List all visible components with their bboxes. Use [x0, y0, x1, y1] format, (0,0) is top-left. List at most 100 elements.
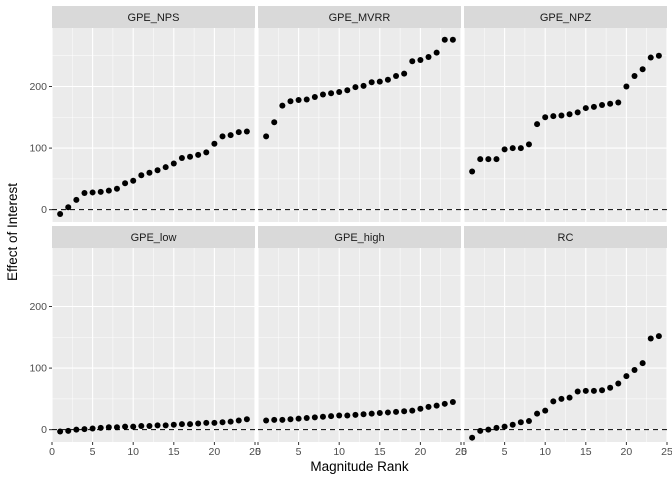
data-point [57, 428, 64, 435]
data-point [227, 132, 234, 139]
data-point [65, 204, 72, 211]
x-tick-label: 0 [255, 446, 261, 458]
data-point [607, 100, 614, 107]
data-point [122, 423, 129, 430]
data-point [631, 366, 638, 373]
data-point [574, 388, 581, 395]
data-point [376, 410, 383, 417]
data-point [105, 187, 112, 194]
x-tick-label: 15 [580, 446, 592, 458]
data-point [517, 145, 524, 152]
data-point [409, 58, 416, 65]
data-point [550, 398, 557, 405]
data-point [89, 425, 96, 432]
data-point [590, 387, 597, 394]
x-tick-label: 25 [455, 446, 467, 458]
data-point [295, 97, 302, 104]
data-point [235, 417, 242, 424]
data-point [493, 156, 500, 163]
facet-strip [258, 6, 461, 28]
data-point [534, 121, 541, 128]
x-tick-label: 25 [249, 446, 261, 458]
data-point [344, 412, 351, 419]
data-point [154, 422, 161, 429]
data-point [138, 422, 145, 429]
data-point [97, 188, 104, 195]
data-point [113, 185, 120, 192]
data-point [279, 102, 286, 109]
data-point [615, 99, 622, 106]
data-point [433, 402, 440, 409]
data-point [279, 416, 286, 423]
data-point [178, 154, 185, 161]
data-point [243, 128, 250, 135]
data-point [542, 114, 549, 121]
data-point [295, 415, 302, 422]
data-point [441, 36, 448, 43]
data-point [582, 387, 589, 394]
data-point [393, 408, 400, 415]
data-point [647, 54, 654, 61]
data-point [311, 414, 318, 421]
data-point [352, 411, 359, 418]
data-point [425, 403, 432, 410]
data-point [303, 96, 310, 103]
data-point [352, 84, 359, 91]
data-point [146, 422, 153, 429]
data-point [65, 427, 72, 434]
x-tick-label: 15 [168, 446, 180, 458]
data-point [485, 156, 492, 163]
data-point [558, 395, 565, 402]
data-point [170, 160, 177, 167]
data-point [263, 417, 270, 424]
data-point [195, 151, 202, 158]
data-point [187, 421, 194, 428]
y-tick-label: 200 [29, 301, 47, 313]
data-point [623, 83, 630, 90]
y-tick-label: 100 [29, 363, 47, 375]
facet-title: GPE_low [131, 232, 177, 244]
facet-strip [52, 6, 255, 28]
data-point [384, 76, 391, 83]
data-point [271, 416, 278, 423]
facet-strip [258, 226, 461, 248]
data-point [623, 373, 630, 380]
data-point [582, 105, 589, 112]
x-tick-label: 10 [333, 446, 345, 458]
data-point [501, 423, 508, 430]
data-point [655, 52, 662, 59]
data-point [607, 384, 614, 391]
data-point [219, 419, 226, 426]
data-point [81, 426, 88, 433]
data-point [170, 421, 177, 428]
y-tick-label: 0 [41, 424, 47, 436]
data-point [89, 189, 96, 196]
data-point [57, 210, 64, 217]
data-point [195, 420, 202, 427]
facet-strip [464, 226, 667, 248]
data-point [525, 418, 532, 425]
data-point [287, 98, 294, 105]
data-point [311, 93, 318, 100]
facet-strip [52, 226, 255, 248]
data-point [485, 426, 492, 433]
data-point [211, 419, 218, 426]
data-point [113, 424, 120, 431]
data-point [328, 413, 335, 420]
data-point [368, 79, 375, 86]
data-point [631, 73, 638, 80]
data-point [319, 91, 326, 98]
x-tick-label: 10 [127, 446, 139, 458]
facet-RC: RC 0 5 10 15 20 25 [461, 226, 672, 458]
data-point [655, 333, 662, 340]
data-point [599, 101, 606, 108]
data-point [534, 410, 541, 417]
data-point [409, 407, 416, 414]
data-point [73, 196, 80, 203]
data-point [219, 133, 226, 140]
facet-strip [464, 6, 667, 28]
data-point [639, 66, 646, 73]
facet-GPE_MVRR: GPE_MVRR [257, 6, 462, 222]
data-point [122, 180, 129, 187]
